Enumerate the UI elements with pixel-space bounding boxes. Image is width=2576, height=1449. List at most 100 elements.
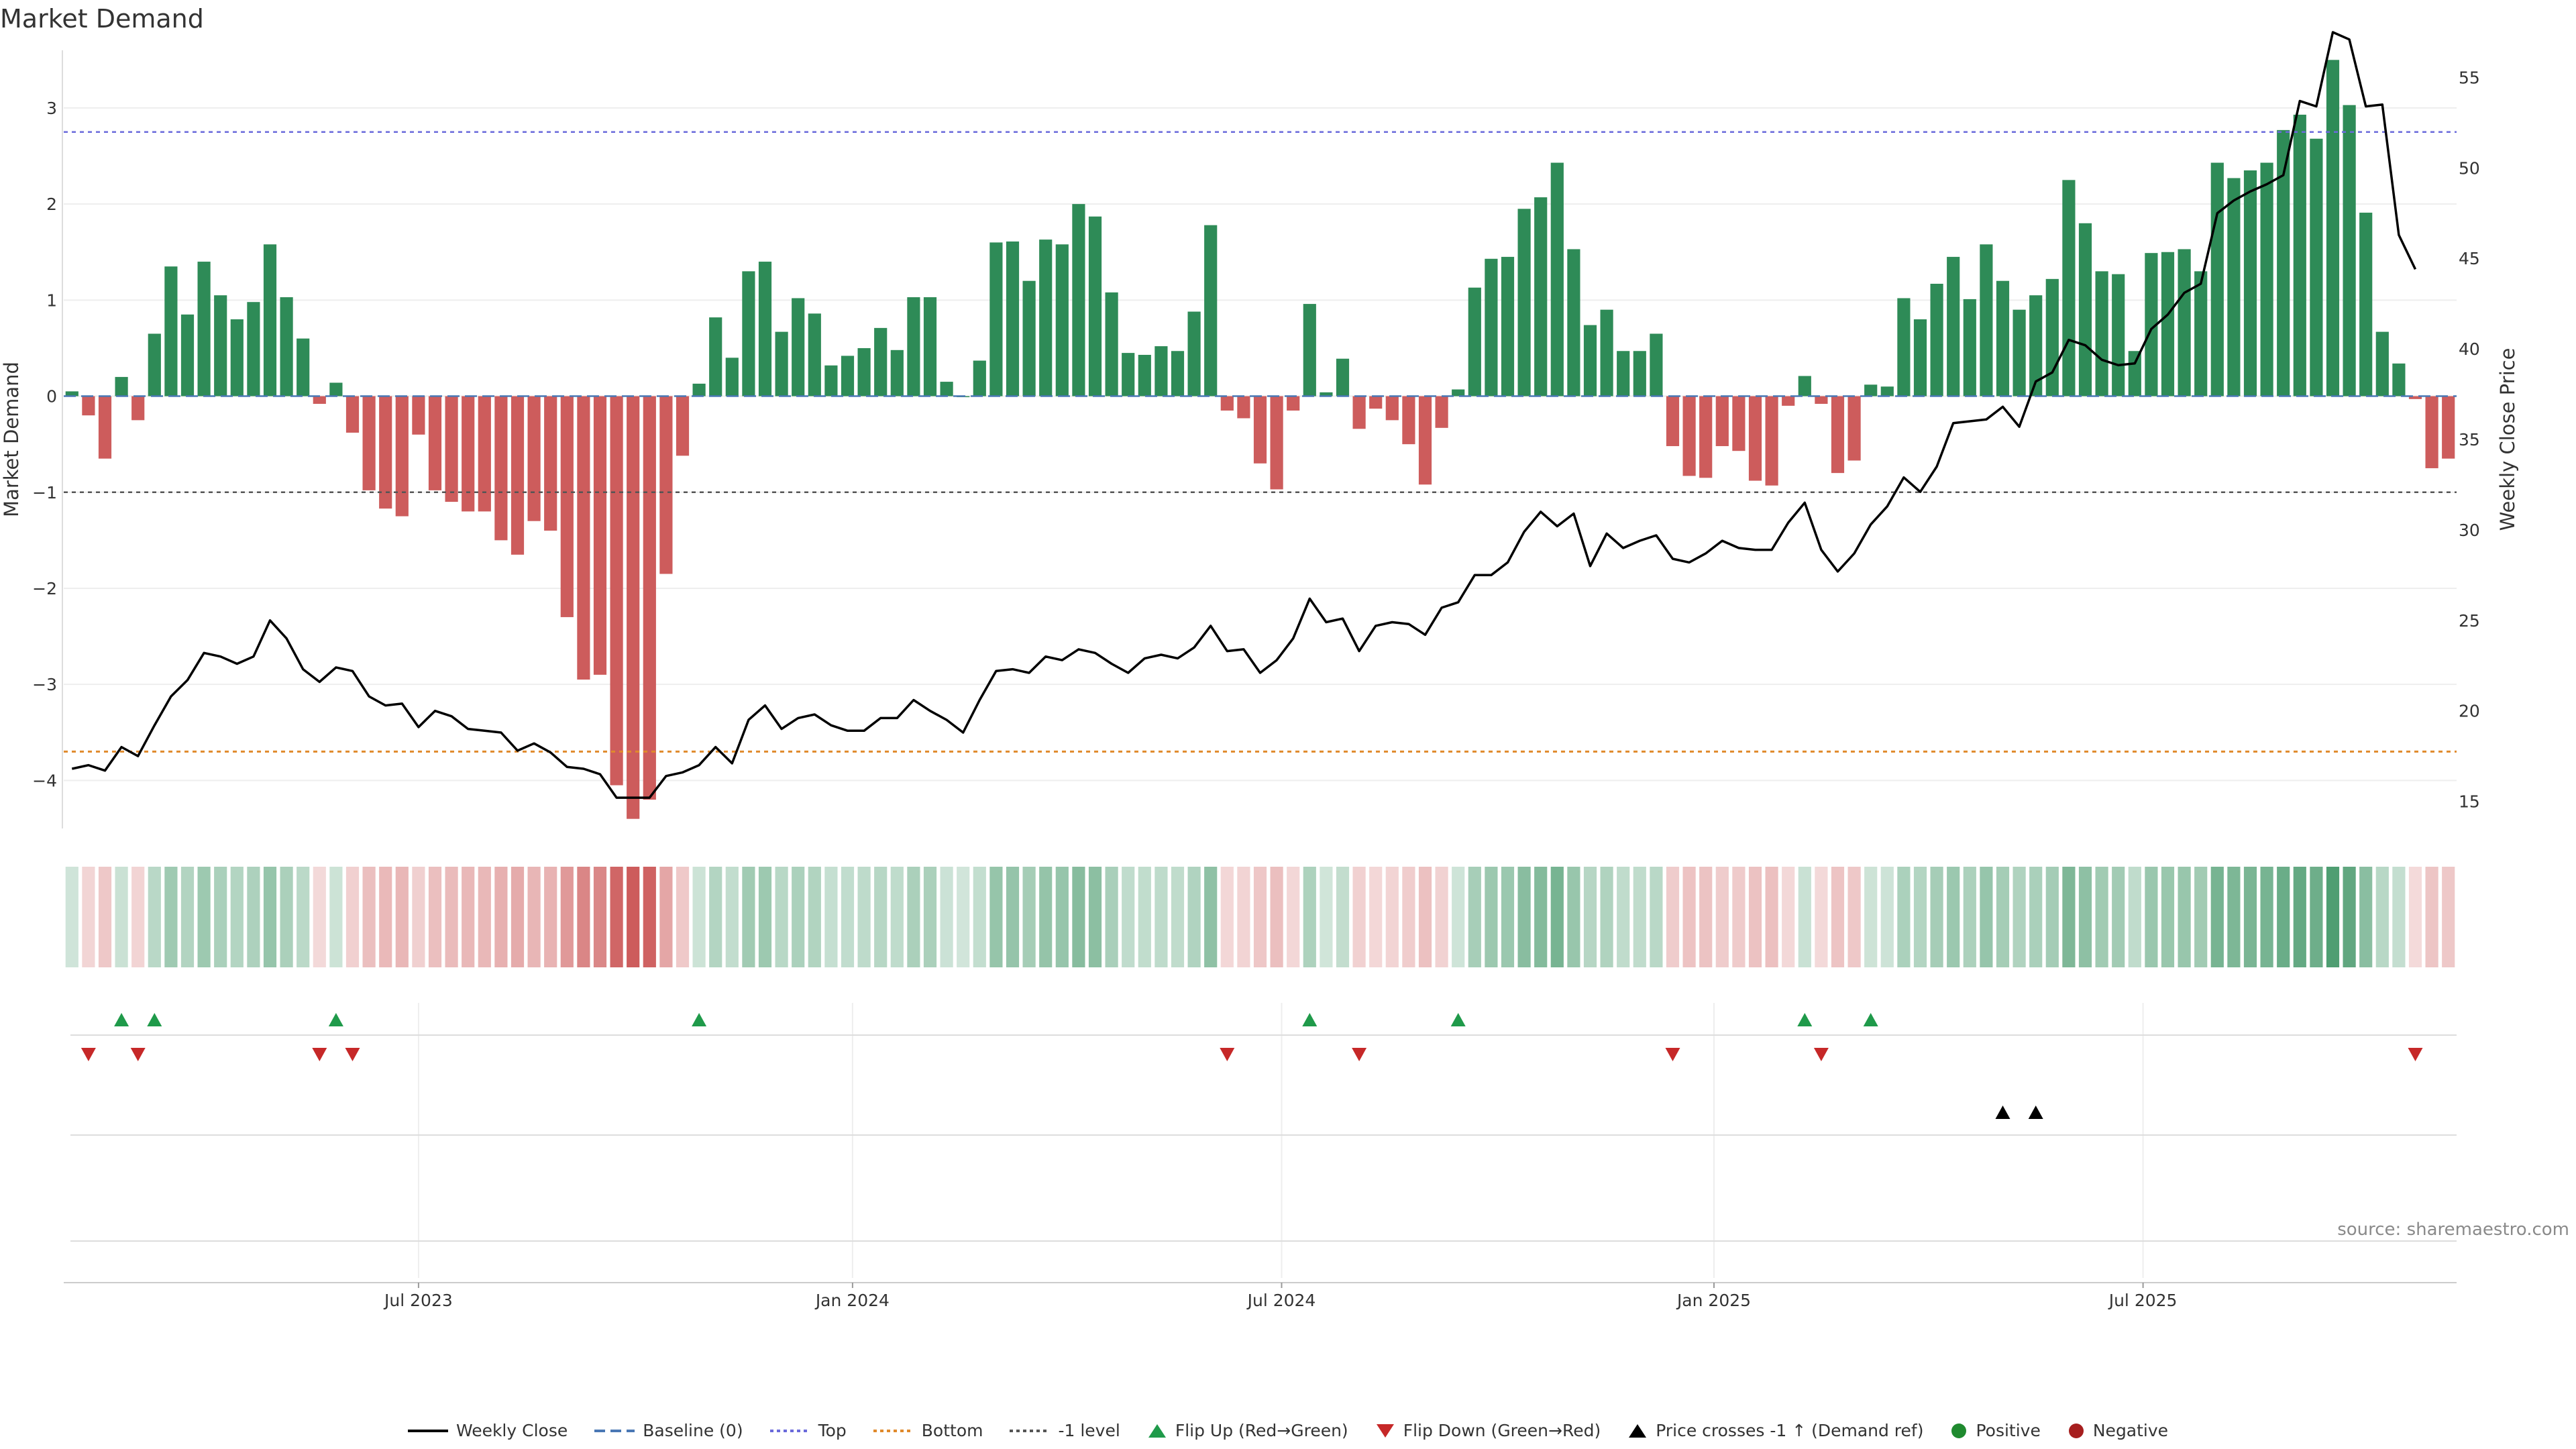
heat-cell — [989, 867, 1003, 967]
demand-bar-positive — [1055, 244, 1069, 396]
legend-item-minus-one[interactable]: -1 level — [1010, 1421, 1120, 1440]
demand-bar-positive — [1996, 280, 2010, 396]
legend-label: Positive — [1976, 1421, 2041, 1440]
demand-bar-positive — [1088, 216, 1102, 396]
price-cross-marker — [1995, 1106, 2010, 1119]
heat-cell — [1567, 867, 1580, 967]
demand-bar-negative — [659, 396, 673, 574]
demand-bar-negative — [1815, 396, 1828, 405]
demand-bar-positive — [2012, 309, 2026, 396]
legend-item-bottom[interactable]: Bottom — [873, 1421, 983, 1440]
demand-bar-positive — [2260, 162, 2273, 396]
demand-bar-positive — [2145, 253, 2158, 396]
demand-bar-negative — [1732, 396, 1746, 451]
legend-item-weekly-close[interactable]: Weekly Close — [407, 1421, 568, 1440]
heat-cell — [1699, 867, 1713, 967]
heat-cell — [1880, 867, 1894, 967]
flip-up-marker — [692, 1013, 707, 1026]
heat-cell — [148, 867, 161, 967]
triangle-up-icon — [1148, 1424, 1166, 1438]
demand-bar-positive — [2210, 162, 2224, 396]
heat-cell — [890, 867, 904, 967]
heat-cell — [1600, 867, 1613, 967]
heat-cell — [164, 867, 178, 967]
demand-bar-negative — [1435, 396, 1448, 428]
left-tick-label: 0 — [46, 387, 57, 407]
left-tick-label: −2 — [32, 579, 57, 598]
heat-cell — [1666, 867, 1680, 967]
heat-cell — [1765, 867, 1778, 967]
heat-cell — [1980, 867, 1993, 967]
legend-item-baseline[interactable]: Baseline (0) — [594, 1421, 743, 1440]
demand-bar-positive — [1798, 376, 1811, 396]
demand-bar-positive — [725, 358, 739, 396]
flip-down-marker — [130, 1048, 146, 1061]
heat-cell — [1352, 867, 1366, 967]
demand-bar-positive — [1336, 358, 1350, 396]
heat-cell — [214, 867, 227, 967]
heat-cell — [412, 867, 425, 967]
demand-bar-negative — [1385, 396, 1399, 421]
heat-cell — [2293, 867, 2306, 967]
heat-cell — [2442, 867, 2455, 967]
demand-bar-positive — [1320, 392, 1333, 396]
demand-bar-negative — [1666, 396, 1680, 447]
heat-cell — [1864, 867, 1878, 967]
demand-bar-positive — [2112, 274, 2125, 396]
x-tick-label: Jan 2025 — [1676, 1291, 1751, 1310]
left-tick-label: 3 — [46, 99, 57, 118]
heat-cell — [2029, 867, 2043, 967]
legend-label: Negative — [2092, 1421, 2169, 1440]
demand-bar-positive — [1930, 284, 1943, 396]
demand-bar-positive — [1122, 353, 1135, 396]
heat-cell — [742, 867, 755, 967]
demand-bar-positive — [65, 391, 78, 396]
heat-cell — [1485, 867, 1498, 967]
legend-label: -1 level — [1058, 1421, 1120, 1440]
heat-cell — [1831, 867, 1845, 967]
legend-item-flip-up[interactable]: Flip Up (Red→Green) — [1147, 1421, 1348, 1440]
left-tick-label: −1 — [32, 483, 57, 502]
heat-cell — [725, 867, 739, 967]
legend-item-top[interactable]: Top — [769, 1421, 847, 1440]
heat-cell — [2012, 867, 2026, 967]
demand-bar-positive — [2359, 213, 2373, 396]
heat-cell — [180, 867, 195, 967]
right-tick-label: 40 — [2459, 339, 2480, 359]
legend: Weekly Close Baseline (0) Top Bottom -1 … — [0, 1421, 2576, 1440]
demand-bar-positive — [923, 297, 937, 396]
heat-cell — [627, 867, 640, 967]
demand-bar-negative — [1847, 396, 1861, 461]
demand-bar-negative — [2425, 396, 2438, 468]
heat-cell — [82, 867, 95, 967]
heat-cell — [1055, 867, 1069, 967]
demand-bar-positive — [1550, 162, 1564, 396]
heat-cell — [2145, 867, 2158, 967]
x-tick-label: Jan 2024 — [814, 1291, 890, 1310]
heat-cell — [709, 867, 722, 967]
demand-bar-positive — [2243, 170, 2257, 396]
heat-cell — [1105, 867, 1118, 967]
demand-bar-positive — [2343, 105, 2356, 396]
demand-bar-positive — [1980, 244, 1993, 396]
heat-cell — [1930, 867, 1943, 967]
heat-cell — [2392, 867, 2406, 967]
heat-cell — [1798, 867, 1811, 967]
heat-cell — [593, 867, 607, 967]
demand-bar-positive — [742, 271, 755, 396]
legend-item-price-cross[interactable]: Price crosses -1 ↑ (Demand ref) — [1627, 1421, 1923, 1440]
right-tick-label: 55 — [2459, 68, 2480, 87]
heat-cell — [1303, 867, 1316, 967]
demand-bar-positive — [1567, 249, 1580, 396]
legend-item-flip-down[interactable]: Flip Down (Green→Red) — [1375, 1421, 1601, 1440]
demand-bar-positive — [2227, 178, 2241, 396]
source-note: source: sharemaestro.com — [2337, 1220, 2569, 1240]
heat-cell — [2095, 867, 2108, 967]
demand-bar-negative — [511, 396, 525, 555]
demand-bar-positive — [709, 317, 722, 396]
heat-cell — [973, 867, 986, 967]
demand-bar-negative — [610, 396, 623, 786]
legend-item-negative[interactable]: Negative — [2068, 1421, 2168, 1440]
legend-dotted-line-icon — [769, 1429, 810, 1432]
legend-item-positive[interactable]: Positive — [1950, 1421, 2041, 1440]
